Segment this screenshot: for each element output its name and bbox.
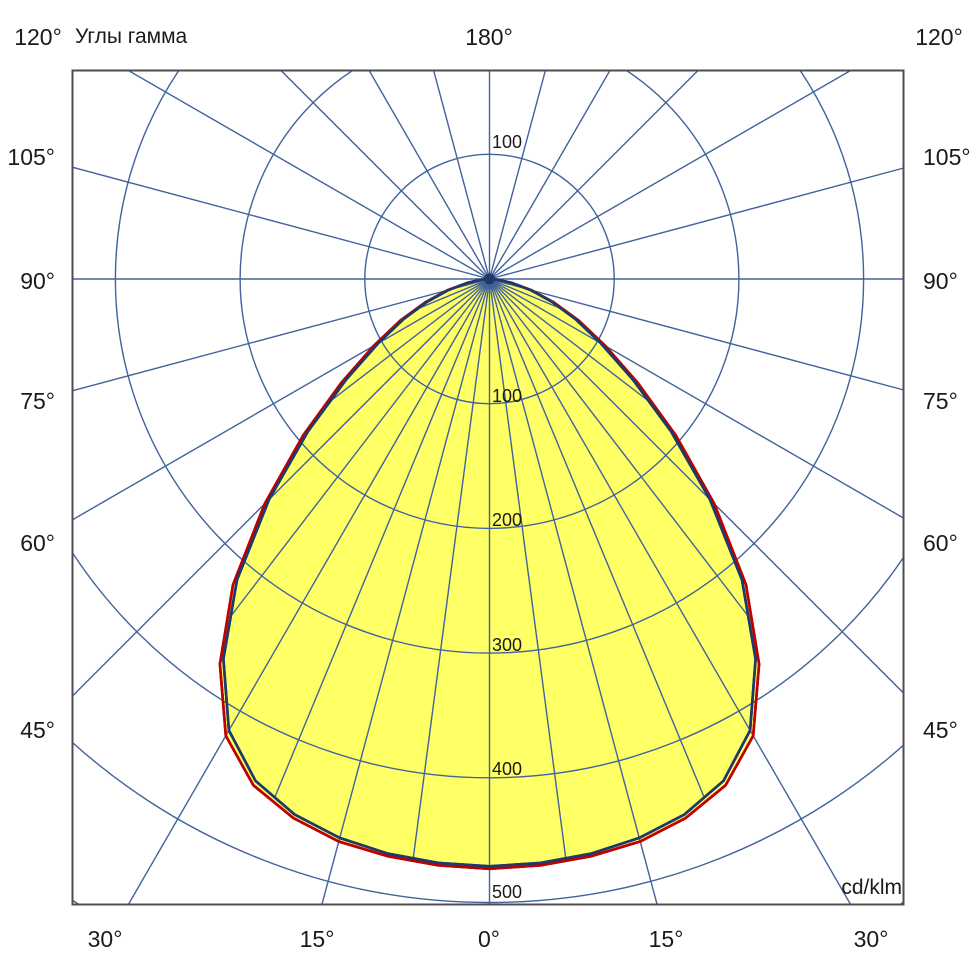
radial-tick-500: 500 (492, 882, 523, 902)
gamma-label-right-105: 105° (923, 144, 971, 170)
gamma-label-bottom-right-15: 15° (648, 926, 684, 952)
radial-tick-400: 400 (492, 759, 523, 779)
gamma-label-top-180: 180° (465, 24, 513, 50)
units-label: cd/klm (841, 876, 902, 899)
gamma-label-right-45: 45° (923, 717, 958, 743)
gamma-label-right-90: 90° (923, 268, 958, 294)
radial-tick-200: 200 (492, 510, 523, 530)
gamma-label-bottom-left-30: 30° (87, 926, 123, 952)
gamma-label-left-90: 90° (20, 268, 55, 294)
gamma-label-left-75: 75° (20, 388, 55, 414)
gamma-label-left-45: 45° (20, 717, 55, 743)
gamma-label-top-left-120: 120° (14, 24, 62, 50)
gamma-label-right-60: 60° (923, 530, 958, 556)
gamma-label-bottom-left-15: 15° (299, 926, 335, 952)
gamma-label-left-105: 105° (7, 144, 55, 170)
radial-tick-100: 100 (492, 386, 523, 406)
gamma-label-left-60: 60° (20, 530, 55, 556)
radial-tick-300: 300 (492, 635, 523, 655)
gamma-label-bottom-0: 0° (478, 926, 500, 952)
gamma-label-bottom-right-30: 30° (853, 926, 889, 952)
gamma-label-top-right-120: 120° (915, 24, 963, 50)
page-title: Углы гамма (75, 25, 188, 48)
radial-tick-100-top: 100 (492, 132, 523, 152)
gamma-label-right-75: 75° (923, 388, 958, 414)
